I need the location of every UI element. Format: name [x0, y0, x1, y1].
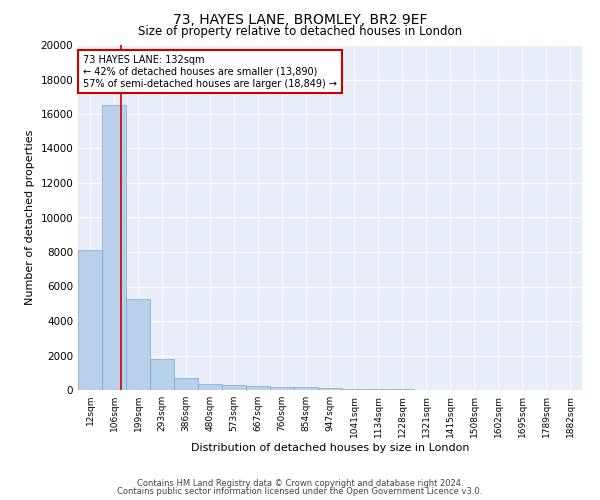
- Bar: [126, 298, 150, 390]
- Bar: [294, 388, 318, 390]
- Bar: [174, 378, 198, 390]
- Bar: [150, 359, 174, 390]
- Text: Contains public sector information licensed under the Open Government Licence v3: Contains public sector information licen…: [118, 487, 482, 496]
- Y-axis label: Number of detached properties: Number of detached properties: [25, 130, 35, 305]
- Bar: [102, 106, 126, 390]
- Bar: [318, 388, 342, 390]
- Bar: [222, 385, 246, 390]
- Text: 73, HAYES LANE, BROMLEY, BR2 9EF: 73, HAYES LANE, BROMLEY, BR2 9EF: [173, 12, 427, 26]
- Bar: [366, 389, 390, 390]
- Text: 73 HAYES LANE: 132sqm
← 42% of detached houses are smaller (13,890)
57% of semi-: 73 HAYES LANE: 132sqm ← 42% of detached …: [83, 56, 337, 88]
- Bar: [342, 389, 366, 390]
- Bar: [198, 384, 222, 390]
- Bar: [78, 250, 102, 390]
- Bar: [246, 386, 270, 390]
- Text: Size of property relative to detached houses in London: Size of property relative to detached ho…: [138, 25, 462, 38]
- X-axis label: Distribution of detached houses by size in London: Distribution of detached houses by size …: [191, 442, 469, 452]
- Text: Contains HM Land Registry data © Crown copyright and database right 2024.: Contains HM Land Registry data © Crown c…: [137, 478, 463, 488]
- Bar: [270, 386, 294, 390]
